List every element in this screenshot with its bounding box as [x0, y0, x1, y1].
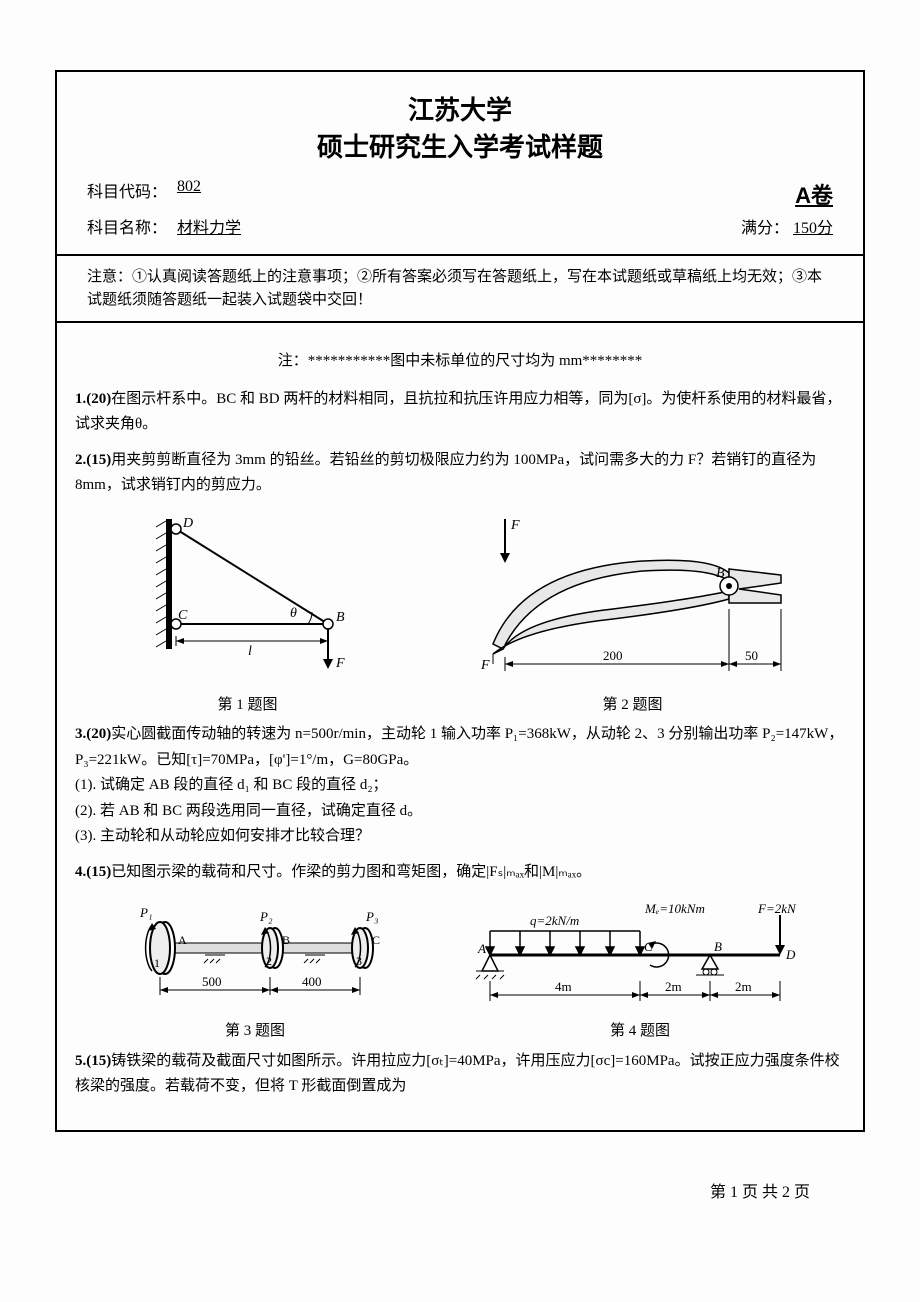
svg-text:C: C: [644, 939, 653, 954]
svg-text:P₂: P₂: [259, 909, 273, 924]
svg-text:D: D: [785, 947, 796, 962]
svg-text:C: C: [372, 933, 380, 947]
svg-text:B: B: [714, 939, 722, 954]
q1-text: 在图示杆系中。BC 和 BD 两杆的材料相同，且抗拉和抗压许用应力相等，同为[σ…: [75, 391, 841, 433]
university-name: 江苏大学: [87, 90, 833, 127]
q2-number: 2.(15): [75, 452, 111, 468]
content-section: 注：***********图中未标单位的尺寸均为 mm******** 1.(2…: [57, 323, 863, 1130]
q3-sub3: (3). 主动轮和从动轮应如何安排才比较合理？: [75, 824, 845, 850]
subject-code-row: 科目代码： 802 A卷: [87, 178, 833, 210]
svg-text:50: 50: [745, 648, 758, 663]
name-label: 科目名称：: [87, 214, 177, 238]
svg-text:2m: 2m: [735, 979, 752, 994]
svg-text:200: 200: [603, 648, 623, 663]
svg-text:B: B: [716, 566, 725, 581]
svg-text:C: C: [178, 608, 188, 623]
figure-4: q=2kN/m Mₑ=10kNm F=2kN A C B D: [470, 895, 810, 1045]
q5-text: 铸铁梁的载荷及截面尺寸如图所示。许用拉应力[σₜ]=40MPa，许用压应力[σc…: [75, 1053, 840, 1095]
question-2: 2.(15)用夹剪剪断直径为 3mm 的铅丝。若铅丝的剪切极限应力约为 100M…: [75, 448, 845, 499]
svg-text:A: A: [178, 933, 187, 947]
pliers-diagram: B F F: [463, 509, 803, 689]
question-4: 4.(15)已知图示梁的载荷和尺寸。作梁的剪力图和弯矩图，确定|Fₛ|ₘₐₓ和|…: [75, 860, 845, 886]
svg-text:2m: 2m: [665, 979, 682, 994]
question-3: 3.(20)实心圆截面传动轴的转速为 n=500r/min，主动轮 1 输入功率…: [75, 722, 845, 850]
notice-section: 注意：①认真阅读答题纸上的注意事项；②所有答案必须写在答题纸上，写在本试题纸或草…: [57, 256, 863, 323]
full-score-label: 满分：: [741, 220, 789, 237]
figure-row-2: P₁ P₂ P₃ A B C 1 2 3: [75, 895, 845, 1045]
svg-text:F: F: [335, 656, 345, 671]
question-5: 5.(15)铸铁梁的载荷及截面尺寸如图所示。许用拉应力[σₜ]=40MPa，许用…: [75, 1049, 845, 1100]
svg-text:B: B: [282, 933, 290, 947]
figure-row-1: D C B θ l F 第 1 题图: [75, 509, 845, 719]
q3-sub1: (1). 试确定 AB 段的直径 d₁ 和 BC 段的直径 d₂；: [75, 773, 845, 799]
fig1-caption: 第 1 题图: [118, 693, 378, 719]
question-1: 1.(20)在图示杆系中。BC 和 BD 两杆的材料相同，且抗拉和抗压许用应力相…: [75, 387, 845, 438]
svg-text:500: 500: [202, 974, 222, 989]
svg-text:1: 1: [154, 956, 160, 970]
q5-number: 5.(15): [75, 1053, 111, 1069]
name-value: 材料力学: [177, 214, 277, 238]
svg-text:F: F: [510, 518, 520, 533]
fig4-caption: 第 4 题图: [470, 1019, 810, 1045]
q3-text: 实心圆截面传动轴的转速为 n=500r/min，主动轮 1 输入功率 P₁=36…: [75, 726, 843, 768]
code-label: 科目代码：: [87, 178, 177, 210]
q2-text: 用夹剪剪断直径为 3mm 的铅丝。若铅丝的剪切极限应力约为 100MPa，试问需…: [75, 452, 816, 494]
unit-note: 注：***********图中未标单位的尺寸均为 mm********: [75, 349, 845, 375]
svg-text:F=2kN: F=2kN: [757, 901, 797, 916]
fig3-caption: 第 3 题图: [110, 1019, 400, 1045]
svg-text:400: 400: [302, 974, 322, 989]
notice-text: 注意：①认真阅读答题纸上的注意事项；②所有答案必须写在答题纸上，写在本试题纸或草…: [87, 268, 822, 308]
svg-text:Mₑ=10kNm: Mₑ=10kNm: [644, 901, 705, 916]
exam-title: 硕士研究生入学考试样题: [87, 127, 833, 164]
svg-text:P₃: P₃: [365, 909, 378, 924]
q4-text: 已知图示梁的载荷和尺寸。作梁的剪力图和弯矩图，确定|Fₛ|ₘₐₓ和|M|ₘₐₓ。: [111, 864, 591, 880]
q4-number: 4.(15): [75, 864, 111, 880]
svg-text:P₁: P₁: [139, 905, 152, 920]
subject-name-row: 科目名称： 材料力学 满分： 150分: [87, 214, 833, 238]
svg-text:4m: 4m: [555, 979, 572, 994]
exam-page: 江苏大学 硕士研究生入学考试样题 科目代码： 802 A卷 科目名称： 材料力学…: [0, 0, 920, 1302]
svg-text:l: l: [248, 644, 252, 659]
svg-text:θ: θ: [290, 606, 297, 621]
beam-diagram: q=2kN/m Mₑ=10kNm F=2kN A C B D: [470, 895, 810, 1015]
page-number: 第 1 页 共 2 页: [710, 1178, 810, 1202]
svg-text:D: D: [182, 516, 193, 531]
full-score-value: 150分: [793, 220, 833, 237]
figure-2: B F F: [463, 509, 803, 719]
svg-text:B: B: [336, 610, 345, 625]
q3-sub2: (2). 若 AB 和 BC 两段选用同一直径，试确定直径 d。: [75, 799, 845, 825]
full-score-block: 满分： 150分: [741, 214, 833, 238]
paper-type: A卷: [795, 178, 833, 210]
shaft-diagram: P₁ P₂ P₃ A B C 1 2 3: [110, 895, 400, 1015]
header-section: 江苏大学 硕士研究生入学考试样题 科目代码： 802 A卷 科目名称： 材料力学…: [57, 72, 863, 256]
outer-frame: 江苏大学 硕士研究生入学考试样题 科目代码： 802 A卷 科目名称： 材料力学…: [55, 70, 865, 1132]
q3-number: 3.(20): [75, 726, 111, 742]
svg-text:A: A: [477, 941, 486, 956]
svg-text:q=2kN/m: q=2kN/m: [530, 913, 579, 928]
figure-3: P₁ P₂ P₃ A B C 1 2 3: [110, 895, 400, 1045]
fig2-caption: 第 2 题图: [463, 693, 803, 719]
code-value: 802: [177, 178, 277, 210]
svg-text:F: F: [480, 658, 490, 673]
q1-number: 1.(20): [75, 391, 111, 407]
figure-1: D C B θ l F 第 1 题图: [118, 509, 378, 719]
truss-diagram: D C B θ l F: [118, 509, 378, 689]
